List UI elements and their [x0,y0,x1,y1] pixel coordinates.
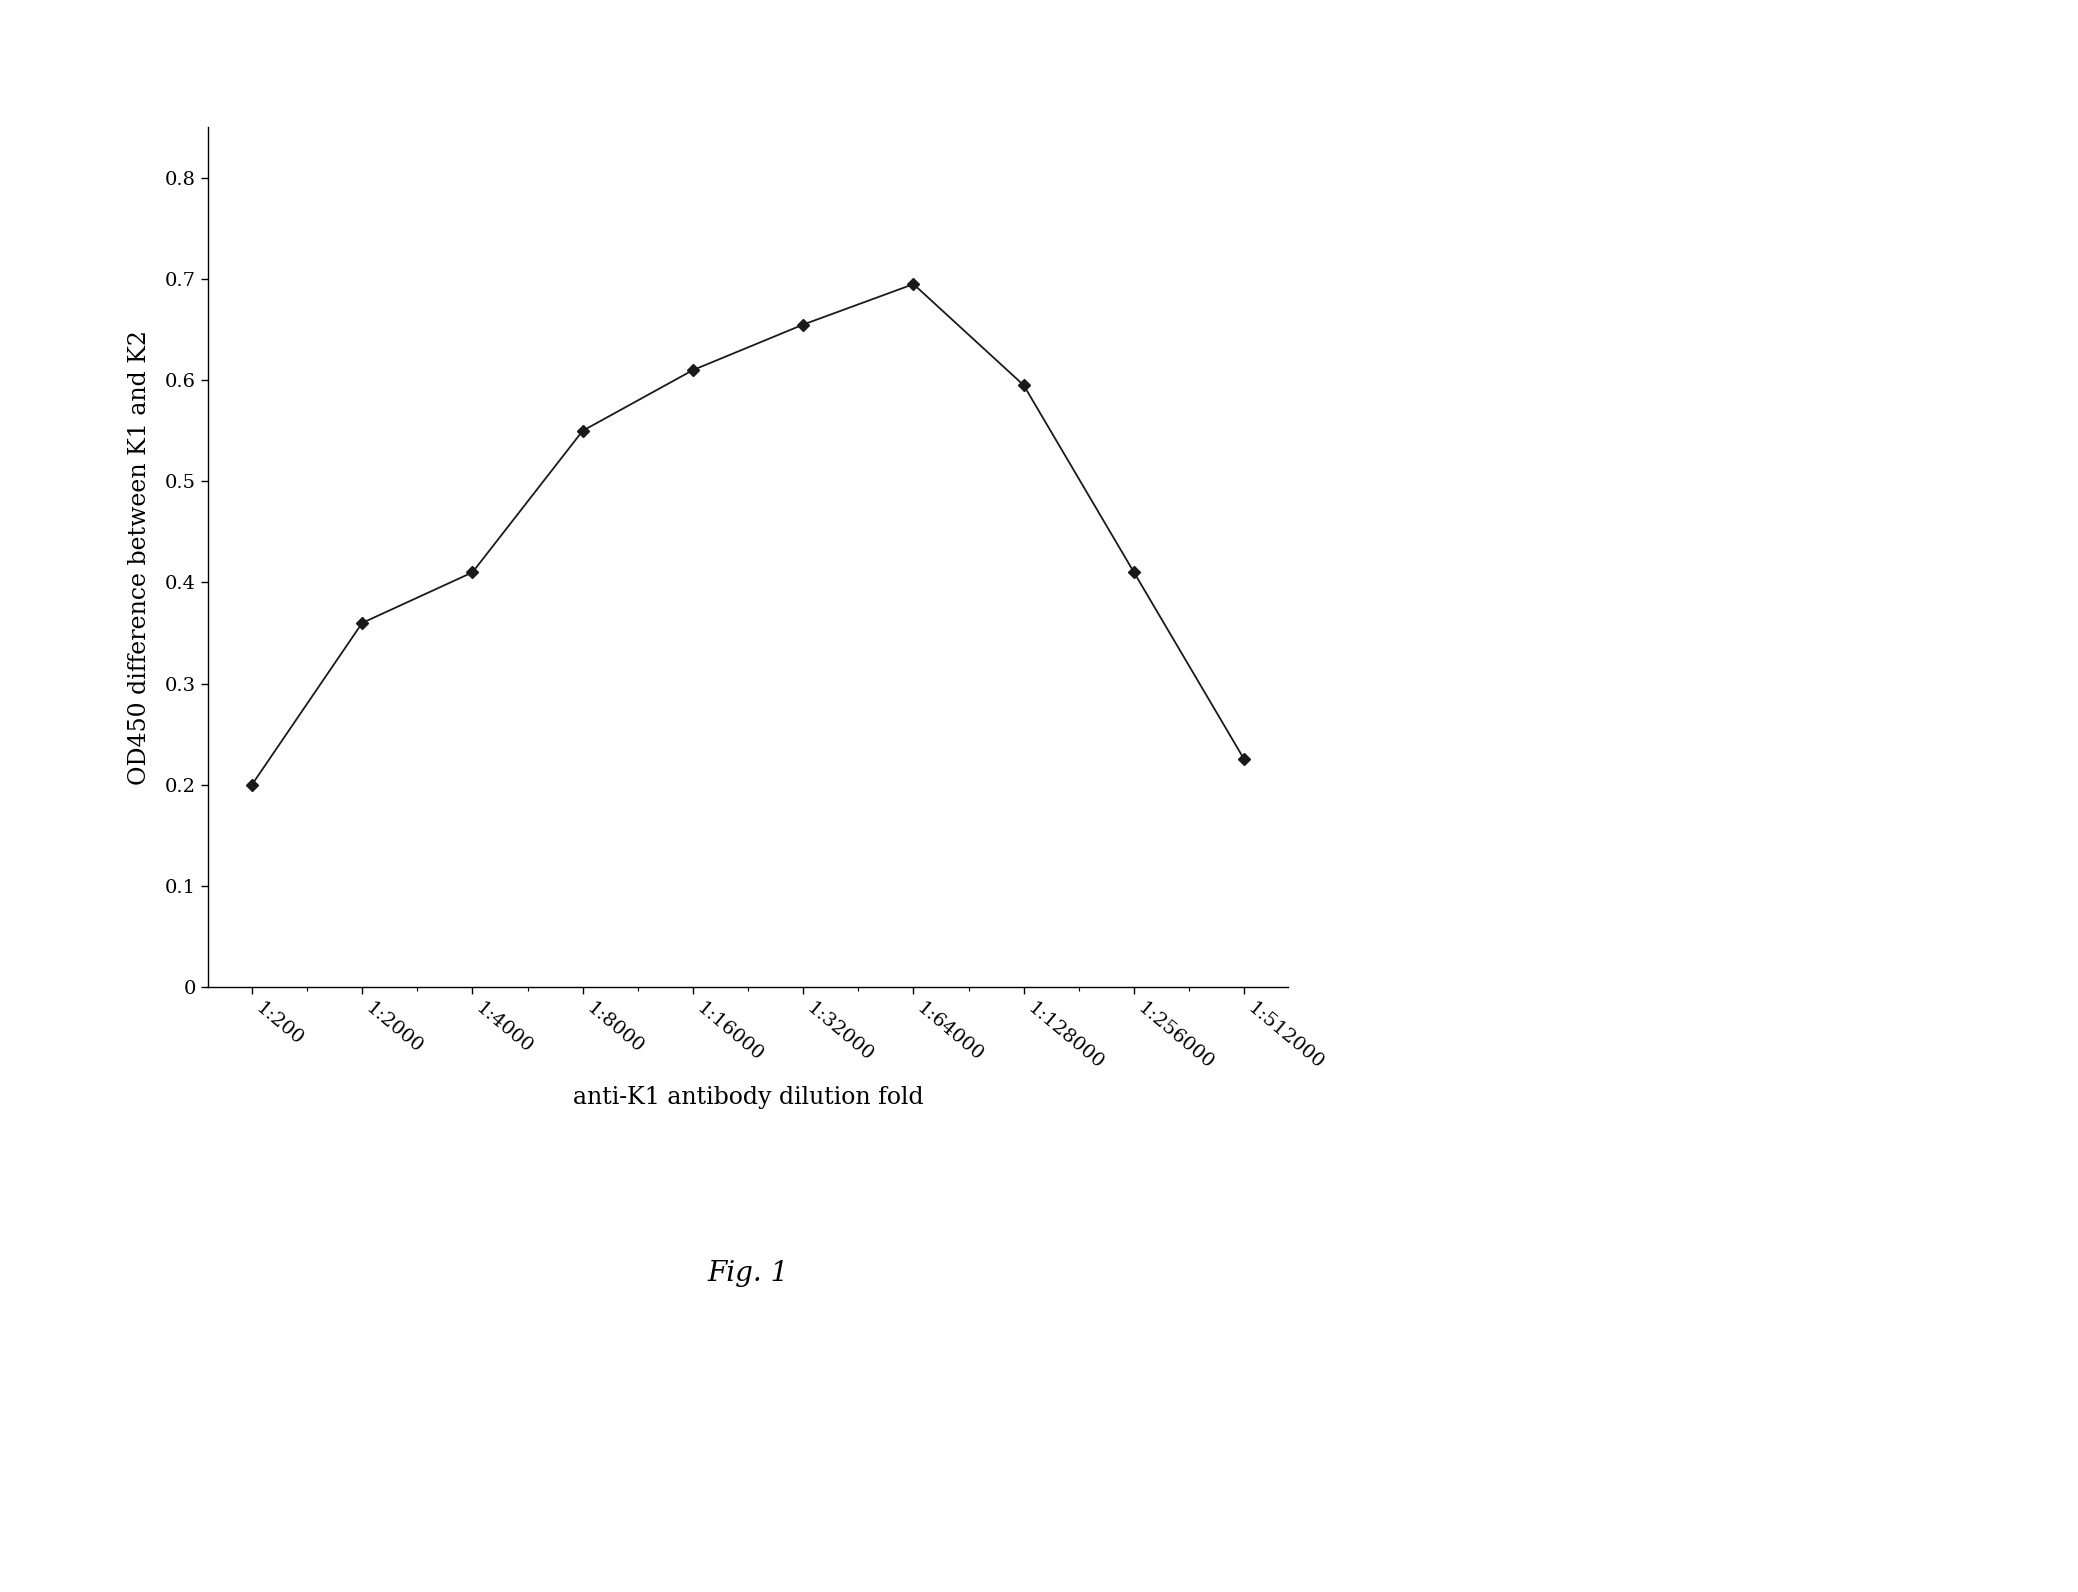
X-axis label: anti-K1 antibody dilution fold: anti-K1 antibody dilution fold [574,1086,923,1110]
Text: Fig. 1: Fig. 1 [707,1261,790,1286]
Y-axis label: OD450 difference between K1 and K2: OD450 difference between K1 and K2 [129,330,152,785]
